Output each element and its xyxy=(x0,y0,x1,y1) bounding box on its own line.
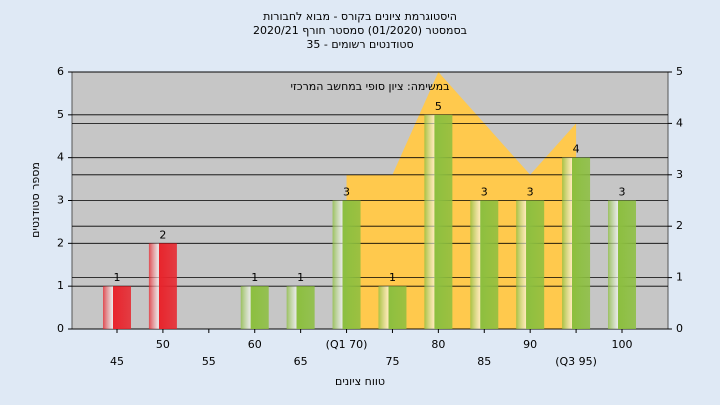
x-tick-label: 50 xyxy=(156,338,170,351)
bar xyxy=(378,286,407,329)
chart-title: בסמסטר (01/2020) סמסטר חורף 2020/21 xyxy=(253,24,467,37)
data-label: 1 xyxy=(114,271,121,284)
data-label: 3 xyxy=(619,186,626,199)
x-tick-label: 100 xyxy=(612,338,633,351)
x-tick-label: 85 xyxy=(477,355,491,368)
y-tick-label: 6 xyxy=(57,65,64,78)
x-tick-label: (Q1 70) xyxy=(326,338,368,351)
x-tick-label: 90 xyxy=(523,338,537,351)
y2-tick-label: 5 xyxy=(676,65,683,78)
data-label: 3 xyxy=(343,186,350,199)
y-tick-label: 1 xyxy=(57,279,64,292)
y-tick-label: 2 xyxy=(57,236,64,249)
y-tick-label: 3 xyxy=(57,194,64,207)
x-tick-label: 80 xyxy=(431,338,445,351)
x-tick-label: 45 xyxy=(110,355,124,368)
y2-tick-label: 3 xyxy=(676,168,683,181)
bar xyxy=(470,200,499,329)
y2-tick-label: 4 xyxy=(676,116,683,129)
y2-tick-label: 0 xyxy=(676,322,683,335)
bar xyxy=(608,200,636,329)
chart-title: היסטוגרמת ציונים בקורס - מבוא לחבורות xyxy=(263,10,457,23)
x-axis-label: טווח ציונים xyxy=(335,375,385,388)
data-label: 3 xyxy=(481,186,488,199)
x-tick-label: 55 xyxy=(202,355,216,368)
y-tick-label: 4 xyxy=(57,151,64,164)
data-label: 5 xyxy=(435,100,442,113)
bar xyxy=(286,286,315,329)
x-tick-label: 65 xyxy=(294,355,308,368)
chart-title: סטודנטים רשומים - 35 xyxy=(306,38,413,51)
data-label: 4 xyxy=(573,143,580,156)
x-tick-label: 60 xyxy=(248,338,262,351)
bar xyxy=(424,114,453,329)
bar xyxy=(332,200,361,329)
x-tick-label: 75 xyxy=(385,355,399,368)
y2-tick-label: 2 xyxy=(676,219,683,232)
bar xyxy=(516,200,545,329)
x-tick-label: (Q3 95) xyxy=(555,355,597,368)
y-tick-label: 0 xyxy=(57,322,64,335)
bar xyxy=(240,286,269,329)
y-tick-label: 5 xyxy=(57,108,64,121)
data-label: 2 xyxy=(159,228,166,241)
y2-tick-label: 1 xyxy=(676,271,683,284)
bar xyxy=(103,286,131,329)
data-label: 3 xyxy=(527,186,534,199)
subtitle: במשימה: ציון סופי במחשב המרכזי xyxy=(290,80,449,93)
data-label: 1 xyxy=(389,271,396,284)
bar xyxy=(148,243,177,329)
data-label: 1 xyxy=(251,271,258,284)
bar xyxy=(562,157,591,329)
y-axis-label: מספר סטודנטים xyxy=(29,162,42,238)
data-label: 1 xyxy=(297,271,304,284)
